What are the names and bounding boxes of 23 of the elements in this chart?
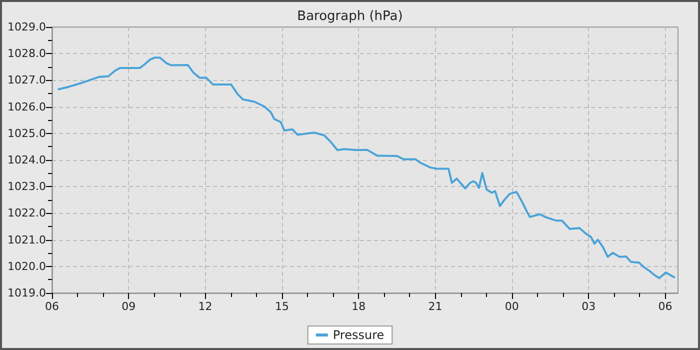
chart-title: Barograph (hPa) bbox=[297, 9, 403, 24]
y-tick-label: 1027.0 bbox=[8, 74, 46, 87]
x-tick-label: 06 bbox=[45, 300, 59, 313]
x-tick-label: 15 bbox=[274, 300, 289, 313]
x-tick-label: 12 bbox=[198, 300, 212, 313]
y-tick-label: 1021.0 bbox=[8, 233, 46, 246]
x-tick-label: 09 bbox=[122, 300, 136, 313]
x-tick-label: 21 bbox=[428, 300, 442, 313]
y-tick-label: 1029.0 bbox=[8, 20, 46, 34]
line-series bbox=[58, 56, 676, 280]
legend-label: Pressure bbox=[332, 328, 384, 342]
y-tick-label: 1020.0 bbox=[8, 260, 46, 273]
x-tick-label: 03 bbox=[582, 300, 596, 313]
y-tick-label: 1028.0 bbox=[8, 47, 46, 60]
y-tick-label: 1025.0 bbox=[8, 126, 46, 140]
y-tick-label: 1026.0 bbox=[8, 100, 46, 114]
y-tick-label: 1024.0 bbox=[8, 154, 46, 166]
y-tick-label: 1022.0 bbox=[8, 206, 46, 220]
x-tick-label: 00 bbox=[504, 300, 519, 313]
x-tick-label: 18 bbox=[352, 300, 366, 313]
x-tick-label: 06 bbox=[658, 300, 672, 313]
y-tick-label: 1019.0 bbox=[8, 286, 46, 300]
y-tick-label: 1023.0 bbox=[8, 180, 46, 194]
